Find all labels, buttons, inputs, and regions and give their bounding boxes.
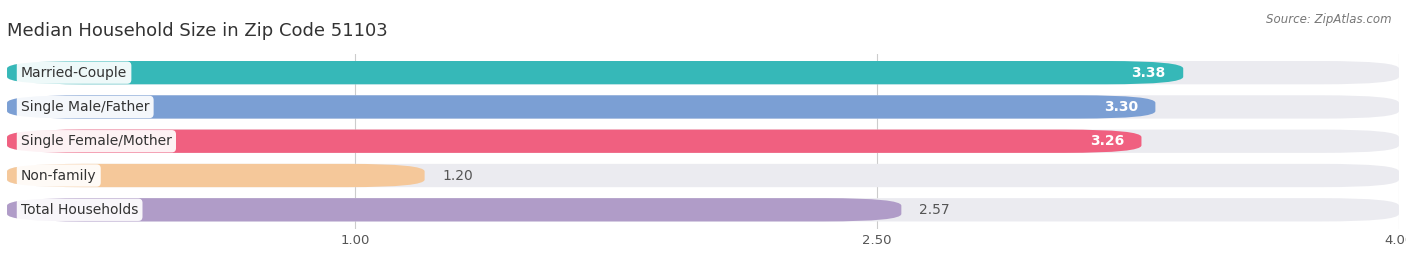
Text: 2.57: 2.57 xyxy=(918,203,949,217)
FancyBboxPatch shape xyxy=(7,198,1399,221)
Text: Median Household Size in Zip Code 51103: Median Household Size in Zip Code 51103 xyxy=(7,22,388,40)
FancyBboxPatch shape xyxy=(7,61,1184,84)
Text: 3.30: 3.30 xyxy=(1104,100,1137,114)
Text: Single Male/Father: Single Male/Father xyxy=(21,100,149,114)
Text: Single Female/Mother: Single Female/Mother xyxy=(21,134,172,148)
FancyBboxPatch shape xyxy=(7,130,1399,153)
FancyBboxPatch shape xyxy=(7,61,1399,84)
Text: 3.26: 3.26 xyxy=(1090,134,1123,148)
Text: Married-Couple: Married-Couple xyxy=(21,66,127,80)
FancyBboxPatch shape xyxy=(7,164,1399,187)
FancyBboxPatch shape xyxy=(7,130,1142,153)
FancyBboxPatch shape xyxy=(7,95,1156,119)
Text: Total Households: Total Households xyxy=(21,203,138,217)
Text: 1.20: 1.20 xyxy=(441,168,472,182)
Text: Source: ZipAtlas.com: Source: ZipAtlas.com xyxy=(1267,13,1392,26)
Text: 3.38: 3.38 xyxy=(1132,66,1166,80)
FancyBboxPatch shape xyxy=(7,164,425,187)
Text: Non-family: Non-family xyxy=(21,168,97,182)
FancyBboxPatch shape xyxy=(7,95,1399,119)
FancyBboxPatch shape xyxy=(7,198,901,221)
